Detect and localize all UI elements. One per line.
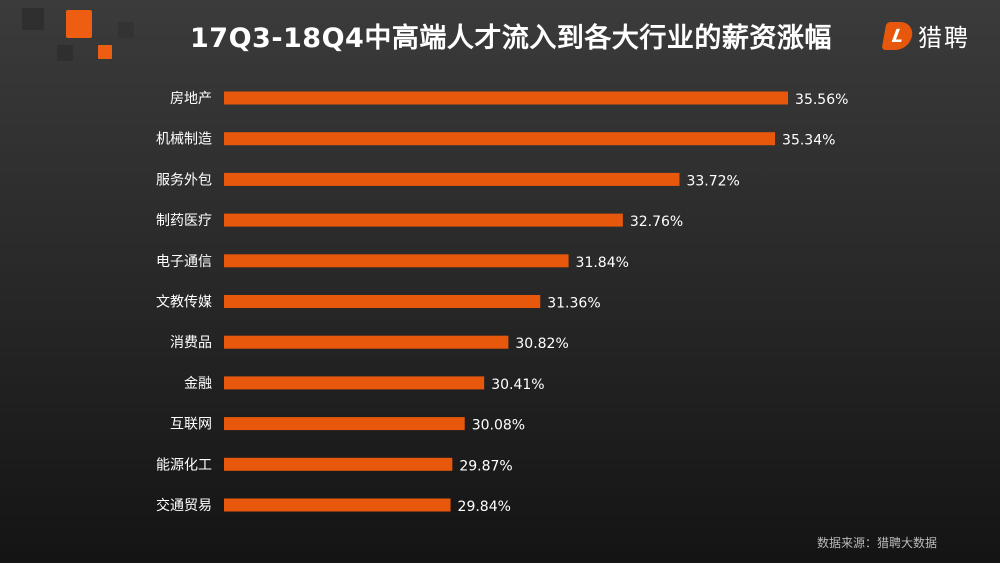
bar <box>224 417 465 431</box>
bar <box>224 91 789 105</box>
bar <box>224 457 453 471</box>
bar <box>224 172 680 186</box>
category-label: 服务外包 <box>156 172 212 188</box>
category-label: 文教传媒 <box>156 295 212 311</box>
category-label: 交通贸易 <box>156 497 212 514</box>
cubes-graphic <box>22 8 134 61</box>
data-label: 32.76% <box>630 214 683 230</box>
data-label: 30.41% <box>491 377 544 393</box>
bar <box>224 498 451 512</box>
data-source: 数据来源：猎聘大数据 <box>817 536 938 550</box>
data-label: 31.36% <box>547 296 600 312</box>
data-label: 35.34% <box>782 133 835 149</box>
bar <box>224 213 623 227</box>
logo-text: 猎聘 <box>918 24 970 52</box>
category-label: 房地产 <box>170 91 212 107</box>
liepin-logo: L 猎聘 <box>881 18 970 53</box>
bar <box>224 132 776 146</box>
data-label: 29.84% <box>458 499 511 515</box>
category-label: 金融 <box>184 376 212 392</box>
bar <box>224 335 509 349</box>
data-label: 29.87% <box>459 458 512 474</box>
category-label: 能源化工 <box>156 457 212 473</box>
chart-title: 17Q3-18Q4中高端人才流入到各大行业的薪资涨幅 <box>190 23 832 54</box>
bar <box>224 254 569 268</box>
category-label: 机械制造 <box>156 132 212 148</box>
data-label: 30.08% <box>472 418 525 434</box>
bar <box>224 376 485 390</box>
category-label: 互联网 <box>170 417 212 433</box>
data-label: 30.82% <box>515 336 568 352</box>
category-label: 消费品 <box>170 335 212 351</box>
data-label: 33.72% <box>686 173 739 189</box>
data-label: 31.84% <box>576 255 629 271</box>
bar <box>224 295 541 308</box>
category-label: 电子通信 <box>156 254 212 270</box>
data-label: 35.56% <box>795 92 848 108</box>
category-label: 制药医疗 <box>156 213 212 229</box>
